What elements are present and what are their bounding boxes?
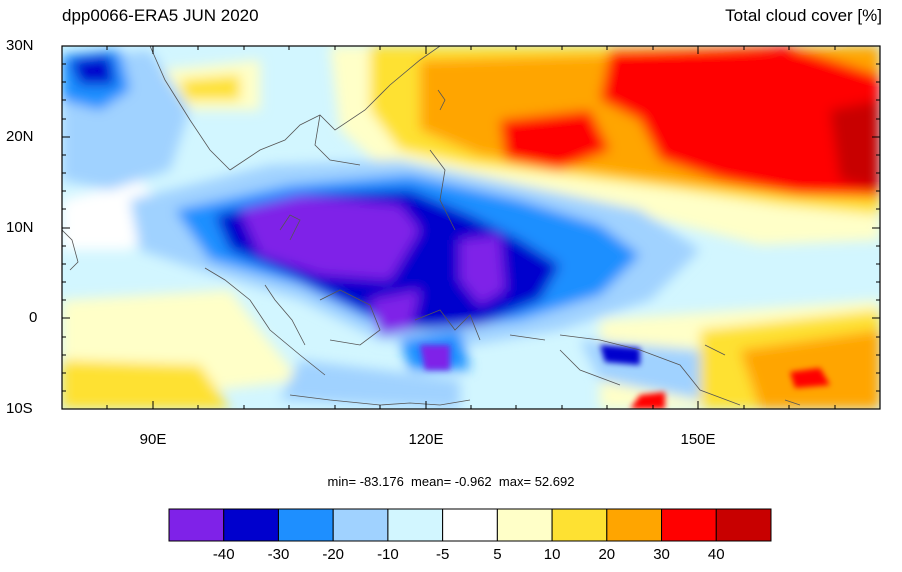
lat-label-10n: 10N	[6, 219, 34, 236]
colorbar-swatch	[277, 508, 334, 542]
colorbar-tick-label: 10	[543, 546, 561, 563]
min-value: -83.176	[359, 474, 404, 489]
lat-label-10s: 10S	[6, 400, 33, 417]
lon-label-150e: 150E	[680, 431, 716, 448]
colorbar-swatch	[223, 508, 279, 542]
lon-label-120e: 120E	[408, 431, 444, 448]
colorbar-swatch	[496, 508, 553, 542]
colorbar-tick-label: -5	[435, 546, 450, 563]
colorbar-swatch	[661, 508, 717, 542]
colorbar-tick-label: 40	[707, 546, 725, 563]
mean-value: -0.962	[454, 474, 492, 489]
colorbar-tick-label: 30	[653, 546, 670, 563]
colorbar-swatch	[332, 508, 389, 542]
colorbar-tick-label: -30	[267, 546, 290, 563]
colorbar-tick-label: 5	[493, 546, 502, 563]
colorbar-swatch	[168, 508, 225, 542]
colorbar-tick-label: 20	[598, 546, 616, 563]
variable-title: Total cloud cover [%]	[725, 6, 882, 25]
colorbar-tick-label: -10	[377, 546, 399, 563]
coastlines	[62, 46, 801, 406]
lat-label-30n: 30N	[6, 37, 34, 54]
max-label: max=	[498, 474, 532, 489]
lat-ticks	[62, 45, 880, 410]
colorbar-swatch	[387, 508, 444, 542]
colorbar-swatch	[715, 508, 772, 542]
lon-ticks	[106, 46, 836, 409]
mean-label: mean=	[411, 474, 452, 489]
map-title: dpp0066-ERA5 JUN 2020	[62, 6, 259, 25]
colorbar-swatch	[442, 508, 498, 542]
statistics-line: min= -83.176 mean= -0.962 max= 52.692	[0, 474, 902, 489]
colorbar	[168, 508, 772, 542]
lat-label-20n: 20N	[6, 128, 34, 145]
min-label: min=	[327, 474, 357, 489]
lon-label-90e: 90E	[139, 431, 167, 448]
max-value: 52.692	[534, 474, 575, 489]
colorbar-tick-label: -20	[322, 546, 345, 563]
cloud-anomaly-field	[62, 46, 880, 409]
colorbar-swatch	[551, 508, 608, 542]
colorbar-tick-label: -40	[212, 546, 235, 563]
colorbar-swatch	[606, 508, 663, 542]
lat-label-0: 0	[29, 309, 38, 326]
